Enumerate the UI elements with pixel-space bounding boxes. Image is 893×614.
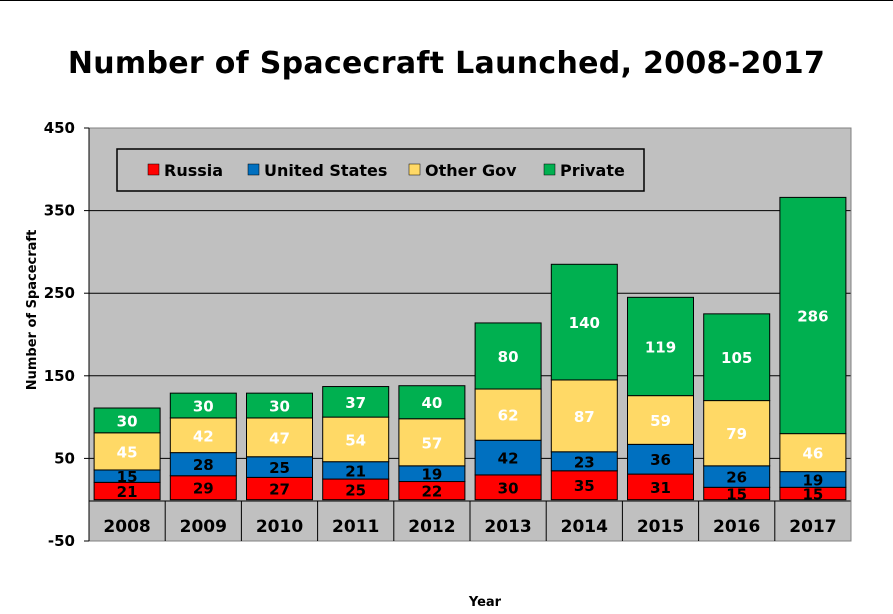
data-label: 140 (569, 314, 600, 332)
bar-segment (627, 296, 694, 397)
data-label: 119 (645, 338, 676, 356)
bar-segment (550, 470, 618, 501)
x-tick-label: 2013 (484, 517, 531, 537)
data-label: 46 (802, 445, 823, 463)
y-tick-label: 50 (54, 449, 75, 467)
bar-segment (474, 388, 542, 441)
data-label: 22 (421, 483, 442, 501)
data-label: 31 (650, 479, 671, 497)
bar-segment (703, 313, 771, 402)
data-label: 105 (721, 349, 752, 367)
bar-segment (322, 416, 390, 463)
bars: 2115453029284230272547302521543722195740… (93, 196, 847, 504)
bar-segment (322, 386, 390, 418)
data-label: 87 (574, 408, 595, 426)
data-label: 25 (345, 481, 366, 499)
data-label: 57 (421, 434, 442, 452)
x-tick-label: 2014 (561, 517, 608, 537)
data-label: 35 (574, 477, 595, 495)
bar-segment (246, 417, 313, 458)
data-label: 40 (421, 394, 442, 412)
y-tick-label: 250 (44, 284, 75, 302)
data-label: 30 (498, 479, 519, 497)
legend-swatch (408, 163, 421, 176)
y-tick-label: 150 (44, 367, 75, 385)
legend-box (116, 148, 645, 192)
data-label: 15 (726, 486, 747, 504)
legend-label: United States (264, 161, 387, 180)
data-label: 30 (269, 398, 290, 416)
bar-segment (398, 385, 466, 420)
x-tick-label: 2012 (408, 517, 455, 537)
legend-label: Private (560, 161, 625, 180)
data-label: 19 (421, 466, 442, 484)
data-label: 59 (650, 412, 671, 430)
legend-label: Russia (164, 161, 223, 180)
data-label: 42 (193, 427, 214, 445)
data-label: 42 (498, 450, 519, 468)
data-label: 25 (269, 459, 290, 477)
category-band (84, 127, 852, 542)
legend: Russia United States Other Gov Private (116, 148, 645, 192)
y-tick-labels: 450 350 250 150 50 -50 (44, 119, 75, 550)
bar-segment (93, 407, 161, 434)
x-tick-label: 2010 (256, 517, 303, 537)
bar-segment (703, 400, 771, 467)
legend-label: Other Gov (425, 161, 517, 180)
x-tick-label: 2015 (637, 517, 684, 537)
bar-segment (169, 417, 237, 454)
data-label: 30 (193, 398, 214, 416)
x-tick-label: 2009 (180, 517, 227, 537)
bar-segment (398, 418, 466, 467)
legend-swatch (543, 163, 556, 176)
x-tick-label: 2008 (103, 517, 150, 537)
data-label: 54 (345, 431, 366, 449)
chart-title: Number of Spacecraft Launched, 2008-2017 (67, 46, 826, 81)
data-label: 47 (269, 429, 290, 447)
data-label: 21 (117, 483, 138, 501)
data-label: 62 (498, 407, 519, 425)
y-tick-label: -50 (48, 532, 75, 550)
data-label: 80 (498, 348, 519, 366)
data-label: 45 (117, 443, 138, 461)
bar-segment (169, 392, 237, 419)
bar-segment (627, 395, 694, 445)
data-label: 26 (726, 469, 747, 487)
bar-segment (779, 196, 847, 435)
legend-swatch (247, 163, 260, 176)
data-label: 15 (117, 468, 138, 486)
bar-segment (246, 392, 313, 419)
bar-segment (550, 379, 618, 453)
bar-segment (627, 473, 694, 501)
x-tick-label: 2011 (332, 517, 379, 537)
data-label: 27 (269, 481, 290, 499)
y-tick-label: 450 (44, 119, 75, 137)
data-label: 21 (345, 462, 366, 480)
x-tick-label: 2017 (789, 517, 836, 537)
bar-segment (779, 433, 847, 473)
data-label: 29 (193, 480, 214, 498)
data-label: 19 (802, 471, 823, 489)
data-label: 36 (650, 451, 671, 469)
data-label: 30 (117, 412, 138, 430)
y-tick-label: 350 (44, 202, 75, 220)
data-label: 28 (193, 456, 214, 474)
data-label: 79 (726, 425, 747, 443)
x-axis-label: Year (468, 595, 502, 610)
bar-segment (550, 263, 618, 381)
data-label: 15 (802, 486, 823, 504)
bar-segment (474, 322, 542, 390)
data-label: 37 (345, 394, 366, 412)
data-label: 286 (797, 308, 828, 326)
x-tick-label: 2016 (713, 517, 760, 537)
x-tick-labels: 2008 2009 2010 2011 2012 2013 2014 2015 2016 2017 (103, 517, 836, 537)
legend-swatch (147, 163, 160, 176)
y-axis-label: Number of Spacecraft (25, 230, 40, 391)
data-label: 23 (574, 453, 595, 471)
